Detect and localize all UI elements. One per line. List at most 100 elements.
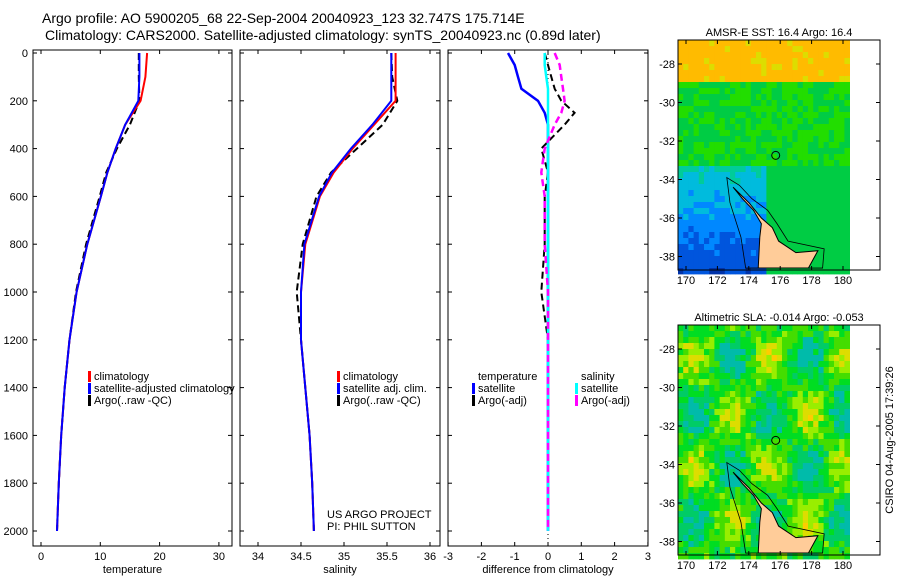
map-cell (771, 355, 778, 362)
map-cell (698, 475, 705, 482)
map-cell (683, 196, 689, 203)
map-cell (818, 511, 824, 518)
map-cell (704, 403, 710, 410)
map-cell (750, 106, 757, 113)
map-cell (818, 244, 824, 251)
map-cell (714, 445, 720, 452)
map-cell (714, 250, 720, 257)
map-cell (719, 148, 726, 155)
map-cell (683, 421, 689, 428)
map-cell (782, 88, 788, 95)
map-cell (750, 202, 757, 209)
map-cell (834, 553, 840, 560)
map-cell (693, 433, 700, 440)
map-cell (761, 427, 767, 434)
map-cell (688, 160, 694, 167)
map-cell (745, 445, 752, 452)
map-cell (844, 523, 850, 530)
map-cell (688, 148, 694, 155)
map-cell (792, 82, 798, 89)
map-cell (719, 202, 726, 209)
map-cell (761, 493, 767, 500)
map-cell (750, 505, 757, 512)
map-cell (704, 40, 710, 47)
map-cell (724, 100, 731, 107)
map-cell (792, 505, 798, 512)
map-cell (750, 439, 757, 446)
map-cell (797, 244, 804, 251)
map-cell (813, 202, 819, 209)
map-cell (735, 523, 741, 530)
map-cell (813, 154, 819, 161)
map-cell (750, 100, 757, 107)
map-cell (688, 244, 694, 251)
map-cell (678, 244, 684, 251)
map-cell (735, 208, 741, 215)
map-cell (756, 403, 762, 410)
y-tick-label: -38 (659, 537, 675, 549)
map-cell (808, 493, 814, 500)
map-cell (802, 82, 809, 89)
legend-swatch (472, 383, 475, 394)
map-cell (740, 457, 746, 464)
map-cell (839, 439, 845, 446)
legend-entry: Argo(..raw -QC) (94, 395, 172, 407)
map-cell (818, 547, 824, 554)
map-cell (782, 475, 788, 482)
map-cell (698, 553, 705, 560)
map-cell (828, 106, 835, 113)
map-cell (719, 70, 726, 77)
map-cell (693, 517, 700, 524)
map-cell (844, 397, 850, 404)
map-cell (823, 40, 830, 47)
map-cell (750, 148, 757, 155)
map-cell (761, 463, 767, 470)
map-cell (730, 238, 736, 245)
map-cell (683, 202, 689, 209)
map-cell (792, 439, 798, 446)
map-cell (678, 232, 684, 239)
map-cell (802, 439, 809, 446)
map-cell (844, 493, 850, 500)
map-cell (823, 421, 830, 428)
depth-contour (726, 461, 825, 554)
map-cell (693, 100, 700, 107)
map-cell (834, 349, 840, 356)
map-cell (730, 529, 736, 536)
map-cell (771, 325, 778, 332)
map-cell (802, 385, 809, 392)
map-cell (828, 343, 835, 350)
map-cell (683, 517, 689, 524)
map-cell (802, 505, 809, 512)
map-cell (782, 397, 788, 404)
map-cell (698, 124, 705, 131)
map-cell (750, 403, 757, 410)
map-cell (776, 391, 783, 398)
map-cell (730, 226, 736, 233)
land-new-zealand (732, 471, 819, 554)
map-cell (808, 379, 814, 386)
map-cell (771, 493, 778, 500)
map-cell (828, 379, 835, 386)
map-cell (756, 40, 762, 47)
map-cell (776, 469, 783, 476)
map-cell (834, 475, 840, 482)
map-cell (776, 475, 783, 482)
map-cell (735, 58, 741, 65)
map-cell (740, 268, 746, 275)
map-cell (839, 487, 845, 494)
map-cell (787, 124, 793, 131)
map-cell (813, 190, 819, 197)
map-cell (787, 106, 793, 113)
map-cell (683, 469, 689, 476)
map-cell (735, 391, 741, 398)
map-cell (761, 124, 767, 131)
map-cell (818, 325, 824, 332)
map-cell (688, 445, 694, 452)
map-cell (776, 52, 783, 59)
map-cell (766, 148, 772, 155)
map-cell (792, 391, 798, 398)
map-cell (740, 505, 746, 512)
map-cell (688, 463, 694, 470)
map-cell (709, 523, 715, 530)
